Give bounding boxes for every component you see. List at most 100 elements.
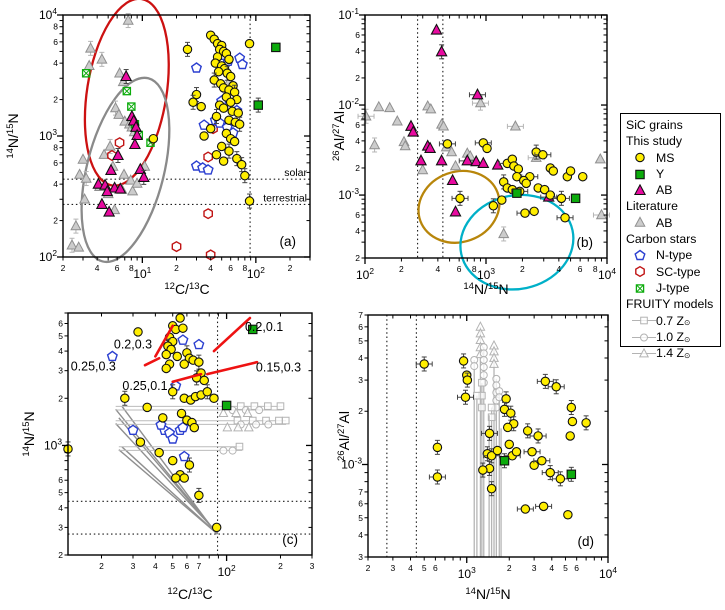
point-ms [635, 152, 645, 163]
tick-label-minor: 2 [355, 163, 360, 173]
point-abLit [73, 168, 86, 179]
tick-label-minor: 7 [358, 487, 363, 497]
panel-c: 0.2,0.3 0.2,0.1 0.15,0.3 0.25,0.3 0.25,0.1 2 3… [44, 312, 315, 579]
legend-group-header: This study [626, 134, 683, 149]
point-ab [104, 163, 118, 175]
fruity-model-tracks [115, 402, 290, 535]
legend-item-label: N-type [656, 248, 693, 263]
point-model-circle [479, 349, 488, 358]
point-ms [484, 428, 495, 439]
tick-label-minor: 2 [399, 264, 404, 274]
point-ms [432, 472, 443, 482]
point-ms [175, 313, 185, 323]
point-jtype [127, 102, 136, 111]
panel-letter: (b) [577, 235, 594, 250]
point-model-square [478, 378, 486, 387]
ellipse-annotation [459, 193, 575, 291]
tick-label-major: 102 [39, 248, 57, 264]
tick-label-major: 102 [356, 266, 374, 282]
point-ms [486, 451, 497, 461]
tick-label-minor: 4 [58, 503, 63, 513]
point-ab [424, 141, 437, 153]
tick-label-major: 102 [247, 265, 265, 281]
point-y [248, 324, 258, 335]
point-ab [134, 162, 147, 174]
legend-item-n-type: N-type [626, 247, 720, 263]
point-ntype [177, 421, 189, 433]
tick-label-minor: 2 [58, 550, 63, 560]
point-ab [449, 205, 462, 217]
plot-frame [67, 312, 313, 556]
point-ms [179, 473, 190, 483]
point-ms [211, 522, 222, 533]
annotation-line [171, 372, 203, 384]
fruity-model-tracks [470, 321, 504, 557]
ellipse-annotation [80, 76, 171, 264]
point-ms [556, 193, 567, 204]
point-ntype [167, 433, 179, 444]
point-abLit [498, 227, 510, 239]
reference-lines [386, 315, 417, 557]
point-ms [216, 141, 227, 152]
tick-label-major: 102 [218, 563, 236, 579]
point-ms [167, 387, 178, 397]
point-ab [461, 154, 474, 166]
tick-label-minor: 4 [355, 226, 360, 236]
model-triangle-icon [632, 347, 656, 360]
panel-b: 102 2 4 6 8 103 2 4 6 8 10424610-324610-224610-1(b… [338, 6, 616, 291]
tick-label-major: 10-1 [338, 6, 359, 22]
tick-label-minor: 3 [358, 375, 363, 385]
panel-letter: (c) [282, 532, 298, 547]
tick-label-minor: 5 [58, 331, 63, 341]
point-ms [158, 413, 168, 423]
point-ms [520, 208, 530, 218]
point-model-square [473, 391, 481, 400]
point-ms [501, 394, 511, 404]
point-ab [92, 177, 105, 189]
point-abLit [104, 140, 116, 151]
series-y [512, 188, 581, 204]
tick-label-minor: 8 [53, 143, 58, 153]
tick-label-minor: 2 [288, 263, 293, 273]
point-abLit [509, 120, 522, 131]
tick-label-minor: 2 [278, 561, 283, 571]
tick-label-minor: 3 [131, 561, 136, 571]
point-abLit [445, 145, 458, 157]
tick-label-minor: 2 [53, 216, 58, 226]
point-ms [563, 509, 573, 520]
point-ms [142, 402, 152, 413]
point-abLit [360, 110, 372, 121]
point-model-square [264, 402, 272, 410]
point-abLit [437, 120, 450, 131]
point-ms [486, 483, 497, 494]
point-ab [414, 154, 428, 166]
point-ms [225, 71, 236, 82]
legend-group-header: Carbon stars [626, 232, 697, 247]
annotation-label: 0.2,0.3 [114, 338, 152, 352]
tick-label-minor: 2 [358, 406, 363, 416]
point-ntype [106, 350, 118, 362]
point-ms [199, 131, 209, 141]
point-ms [455, 193, 465, 204]
point-ms [229, 136, 240, 147]
tick-label-minor: 4 [53, 58, 58, 68]
point-abLit [70, 219, 82, 231]
point-ms [244, 38, 255, 49]
point-ms [232, 153, 242, 164]
tick-label-minor: 3 [358, 552, 363, 562]
legend-item-label: 1.4 Z [656, 346, 685, 361]
point-abLit [96, 53, 108, 64]
point-model-square [487, 413, 496, 422]
point-ms [577, 171, 588, 182]
point-ms [189, 422, 200, 433]
point-abLit [384, 101, 396, 113]
panel-letter: (d) [578, 534, 595, 549]
point-ab [95, 197, 108, 209]
point-ms [176, 408, 187, 419]
point-ms [194, 490, 204, 501]
point-abLit [113, 67, 126, 78]
panel-d-x-axis-title: 14N/15N [465, 586, 511, 602]
